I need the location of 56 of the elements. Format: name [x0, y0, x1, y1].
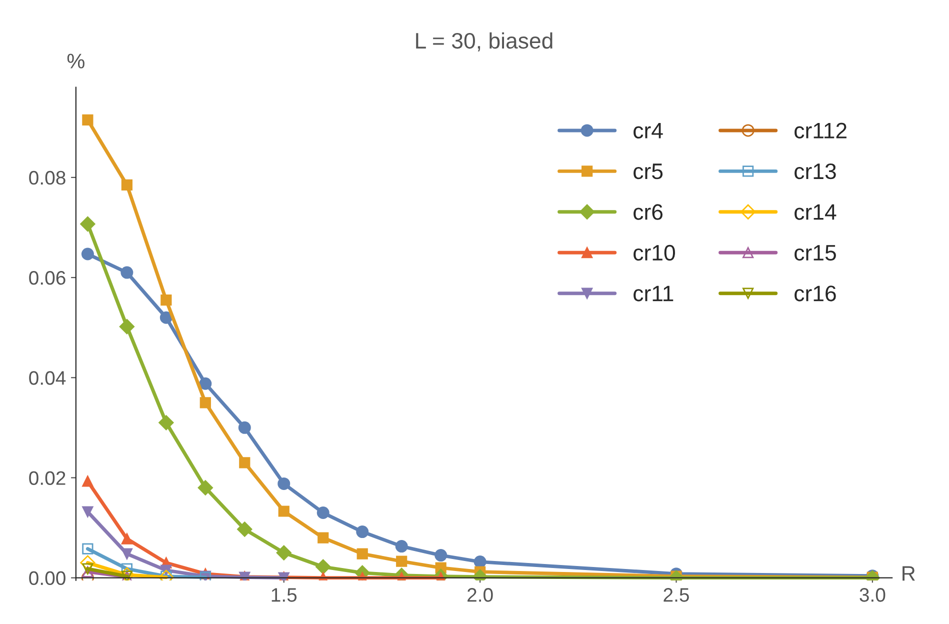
y-tick-label: 0.06 [29, 271, 66, 285]
point [316, 559, 331, 574]
x-tick-label: 2.0 [468, 588, 493, 602]
y-axis-title: % [67, 54, 84, 68]
point [82, 543, 94, 554]
legend-label: cr10 [634, 244, 675, 261]
point [121, 179, 132, 191]
legend-label: cr11 [634, 286, 674, 302]
point [158, 415, 174, 430]
point [81, 248, 94, 260]
point [356, 548, 368, 560]
point [121, 548, 132, 560]
point [396, 556, 408, 567]
point [318, 532, 329, 544]
point [80, 216, 96, 232]
chart-title: L = 30, biased [416, 32, 552, 52]
point [395, 540, 408, 553]
x-axis-title: R [902, 566, 915, 581]
point [200, 397, 211, 408]
legend-label: cr16 [794, 286, 836, 302]
point [82, 114, 94, 126]
point [278, 506, 290, 517]
point [82, 506, 94, 518]
point [276, 545, 292, 560]
legend-label: cr6 [634, 204, 663, 220]
point [82, 563, 94, 574]
point [160, 294, 172, 306]
y-tick-label: 0.04 [29, 371, 66, 385]
legend-label: cr15 [794, 245, 836, 261]
legend-label: cr5 [634, 164, 663, 180]
legend-label: cr4 [634, 122, 663, 138]
x-tick-label: 2.5 [664, 588, 689, 602]
y-tick-label: 0.08 [29, 170, 66, 185]
point [121, 533, 132, 544]
x-tick-label: 3.0 [860, 588, 886, 602]
point [198, 480, 213, 496]
point [82, 476, 94, 487]
legend-label: cr14 [794, 204, 836, 220]
point [80, 555, 96, 570]
legend-label: cr13 [794, 163, 836, 180]
y-tick-label: 0.00 [29, 571, 66, 586]
point [120, 266, 134, 279]
point [160, 311, 172, 324]
point [356, 526, 369, 538]
y-tick-label: 0.02 [29, 471, 66, 485]
point [82, 566, 94, 578]
point [237, 522, 252, 537]
point [316, 506, 330, 520]
point [238, 421, 251, 434]
point [199, 377, 212, 390]
x-tick-label: 1.5 [272, 588, 297, 602]
point [239, 457, 250, 468]
point [278, 477, 290, 490]
point [434, 549, 448, 562]
legend-label: cr112 [794, 122, 846, 138]
point [119, 319, 134, 334]
